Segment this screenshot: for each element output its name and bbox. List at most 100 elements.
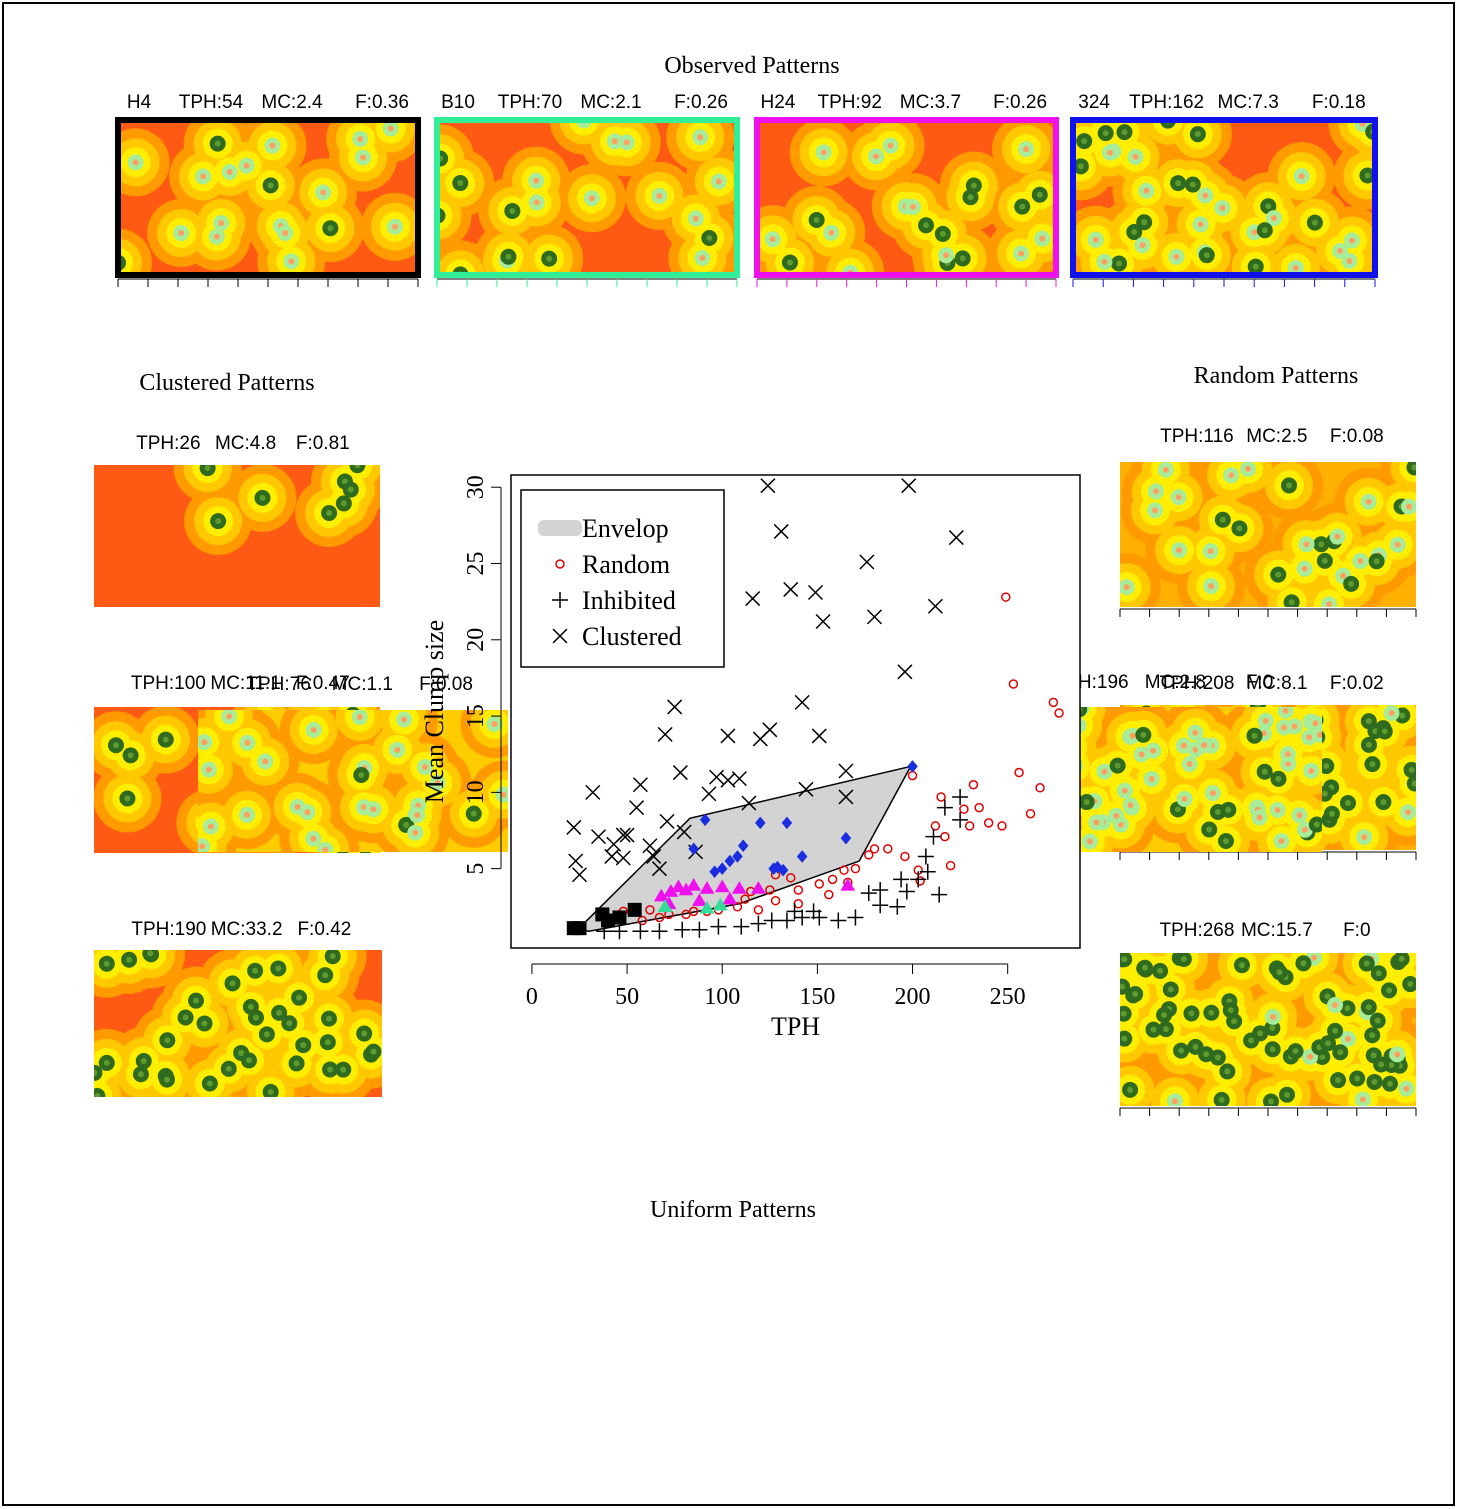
tree-core: [1238, 962, 1245, 969]
point: [783, 581, 799, 597]
panel-label: MC:8.1: [1246, 673, 1307, 694]
tree-core: [939, 230, 946, 237]
tree-core: [1172, 1098, 1179, 1105]
tree-core: [310, 835, 317, 842]
tree-core: [786, 259, 793, 266]
tree-core: [505, 253, 512, 260]
tree-core: [1256, 814, 1263, 821]
tree-core: [500, 791, 507, 798]
tree-core: [1308, 767, 1315, 774]
tree-core: [1344, 1005, 1351, 1012]
tree-core: [207, 823, 214, 830]
tree-core: [546, 255, 553, 262]
point: [778, 912, 795, 929]
pattern-thumbnail: [94, 465, 380, 607]
tree-core: [1132, 153, 1139, 160]
panel-label: F:0.02: [1330, 673, 1384, 694]
panel-label: MC:3.7: [900, 92, 961, 113]
panel-label: F:0.36: [355, 92, 409, 113]
tree-core: [1269, 1046, 1276, 1053]
section-title: Clustered Patterns: [139, 370, 314, 396]
tree-core: [403, 821, 410, 828]
point: [699, 880, 715, 894]
tree-core: [1313, 821, 1320, 828]
tree-core: [1139, 242, 1146, 249]
tree-core: [229, 980, 236, 987]
tree-core: [182, 1014, 189, 1021]
tree-core: [1236, 525, 1243, 532]
tree-core: [226, 168, 233, 175]
tree-core: [1180, 955, 1187, 962]
tree-core: [1223, 837, 1230, 844]
tree-core: [1201, 742, 1208, 749]
point: [750, 880, 766, 894]
tree-core: [457, 180, 464, 187]
tree-core: [959, 255, 966, 262]
tree-core: [1181, 795, 1188, 802]
point: [619, 827, 635, 843]
point: [889, 898, 906, 915]
tree-core: [923, 222, 930, 229]
tree-core: [1148, 775, 1155, 782]
panel-label: MC:2.4: [261, 92, 323, 113]
tree-core: [244, 739, 251, 746]
legend-marker: [552, 592, 568, 608]
tree-core: [1036, 191, 1043, 198]
tree-core: [276, 1009, 283, 1016]
tree-core: [387, 125, 394, 132]
tree-core: [205, 766, 212, 773]
point: [805, 903, 822, 920]
tree-core: [1138, 751, 1145, 758]
point: [765, 885, 775, 895]
tree-core: [873, 153, 880, 160]
point: [722, 891, 738, 905]
tree-core: [1334, 533, 1341, 540]
panel-label: MC:2.1: [580, 92, 641, 113]
tree-core: [1167, 986, 1174, 993]
point: [740, 894, 750, 904]
tree-core: [199, 843, 206, 850]
tree-core: [356, 713, 363, 720]
panel-label: MC:2.8: [1145, 672, 1206, 693]
tree-core: [1219, 204, 1226, 211]
tree-core: [1261, 768, 1268, 775]
point: [927, 598, 943, 614]
tree-core: [1018, 250, 1025, 257]
tree-core: [262, 758, 269, 765]
tree-core: [697, 134, 704, 141]
point: [815, 613, 831, 630]
tree-core: [1275, 571, 1282, 578]
panel-label: F:0.26: [993, 92, 1047, 113]
panel-label: MC:1.1: [332, 674, 393, 695]
y-tick-label: 5: [463, 863, 489, 875]
tree-core: [140, 1058, 147, 1065]
tree-core: [1203, 1051, 1210, 1058]
tree-core: [1192, 1043, 1199, 1050]
point: [915, 876, 925, 886]
tree-core: [340, 500, 347, 507]
tree-core: [1348, 580, 1355, 587]
tree-core: [1282, 707, 1289, 714]
tree-core: [324, 1039, 331, 1046]
tree-core: [1141, 964, 1148, 971]
tree-core: [1228, 472, 1235, 479]
legend-label: Envelop: [582, 514, 669, 543]
point: [830, 912, 847, 929]
tree-core: [1202, 192, 1209, 199]
x-tick-label: 0: [526, 984, 538, 1010]
panel-label: TPH:92: [817, 92, 881, 113]
point: [900, 851, 910, 862]
tree-core: [1281, 724, 1288, 731]
x-tick-label: 100: [704, 984, 740, 1010]
point: [627, 902, 642, 917]
tree-core: [909, 204, 916, 211]
point: [768, 862, 779, 876]
point: [708, 769, 725, 785]
tree-core: [1326, 601, 1333, 607]
tree-core: [1291, 723, 1298, 730]
tree-core: [1077, 163, 1084, 170]
tree-core: [1257, 1030, 1264, 1037]
x-tick-label: 50: [615, 984, 639, 1010]
point: [642, 838, 658, 854]
tree-core: [326, 509, 333, 516]
